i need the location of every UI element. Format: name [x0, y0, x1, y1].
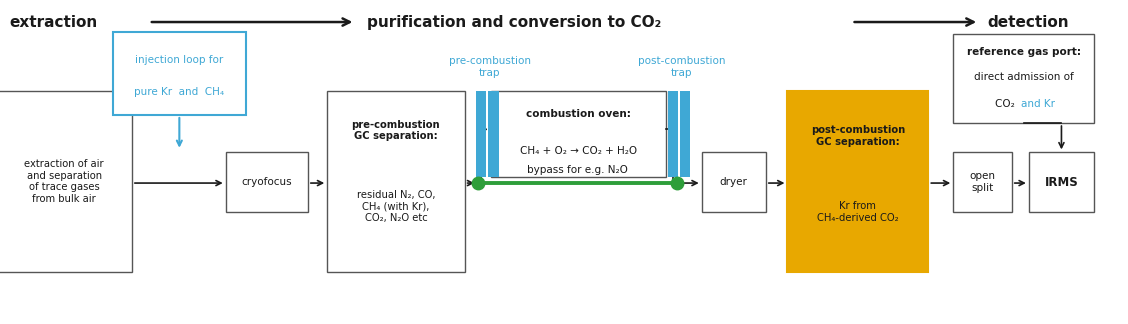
Text: pre-combustion
trap: pre-combustion trap: [449, 56, 530, 78]
Text: extraction of air
and separation
of trace gases
from bulk air: extraction of air and separation of trac…: [25, 159, 104, 204]
FancyBboxPatch shape: [488, 91, 499, 177]
Text: residual N₂, CO,
CH₄ (with Kr),
CO₂, N₂O etc: residual N₂, CO, CH₄ (with Kr), CO₂, N₂O…: [356, 190, 435, 224]
Text: reference gas port:: reference gas port:: [967, 47, 1081, 57]
FancyBboxPatch shape: [953, 152, 1012, 212]
Text: combustion oven:: combustion oven:: [526, 109, 631, 119]
Text: open
split: open split: [969, 171, 996, 193]
FancyBboxPatch shape: [953, 34, 1094, 123]
FancyBboxPatch shape: [680, 91, 690, 177]
Text: bypass for e.g. N₂O: bypass for e.g. N₂O: [527, 165, 628, 175]
Text: pure Kr  and  CH₄: pure Kr and CH₄: [134, 87, 224, 97]
Text: post-combustion
GC separation:: post-combustion GC separation:: [811, 125, 905, 147]
Text: and Kr: and Kr: [1022, 98, 1056, 109]
Text: pre-combustion
GC separation:: pre-combustion GC separation:: [352, 120, 440, 142]
FancyBboxPatch shape: [702, 152, 766, 212]
FancyBboxPatch shape: [668, 91, 678, 177]
FancyBboxPatch shape: [327, 91, 465, 272]
Text: extraction: extraction: [9, 15, 97, 29]
Text: CH₄ + O₂ → CO₂ + H₂O: CH₄ + O₂ → CO₂ + H₂O: [520, 146, 636, 156]
Text: IRMS: IRMS: [1045, 176, 1078, 189]
FancyBboxPatch shape: [113, 32, 246, 115]
FancyBboxPatch shape: [787, 91, 928, 272]
Text: dryer: dryer: [720, 177, 748, 187]
Text: detection: detection: [987, 15, 1068, 29]
Text: purification and conversion to CO₂: purification and conversion to CO₂: [367, 15, 661, 29]
FancyBboxPatch shape: [226, 152, 308, 212]
FancyBboxPatch shape: [1029, 152, 1094, 212]
FancyBboxPatch shape: [491, 91, 666, 177]
Text: Kr from
CH₄-derived CO₂: Kr from CH₄-derived CO₂: [817, 202, 899, 223]
FancyBboxPatch shape: [0, 91, 132, 272]
Text: direct admission of: direct admission of: [973, 72, 1074, 82]
Text: injection loop for: injection loop for: [135, 55, 223, 65]
Text: post-combustion
trap: post-combustion trap: [637, 56, 725, 78]
Text: CO₂: CO₂: [995, 98, 1022, 109]
FancyBboxPatch shape: [476, 91, 486, 177]
Text: cryofocus: cryofocus: [241, 177, 292, 187]
